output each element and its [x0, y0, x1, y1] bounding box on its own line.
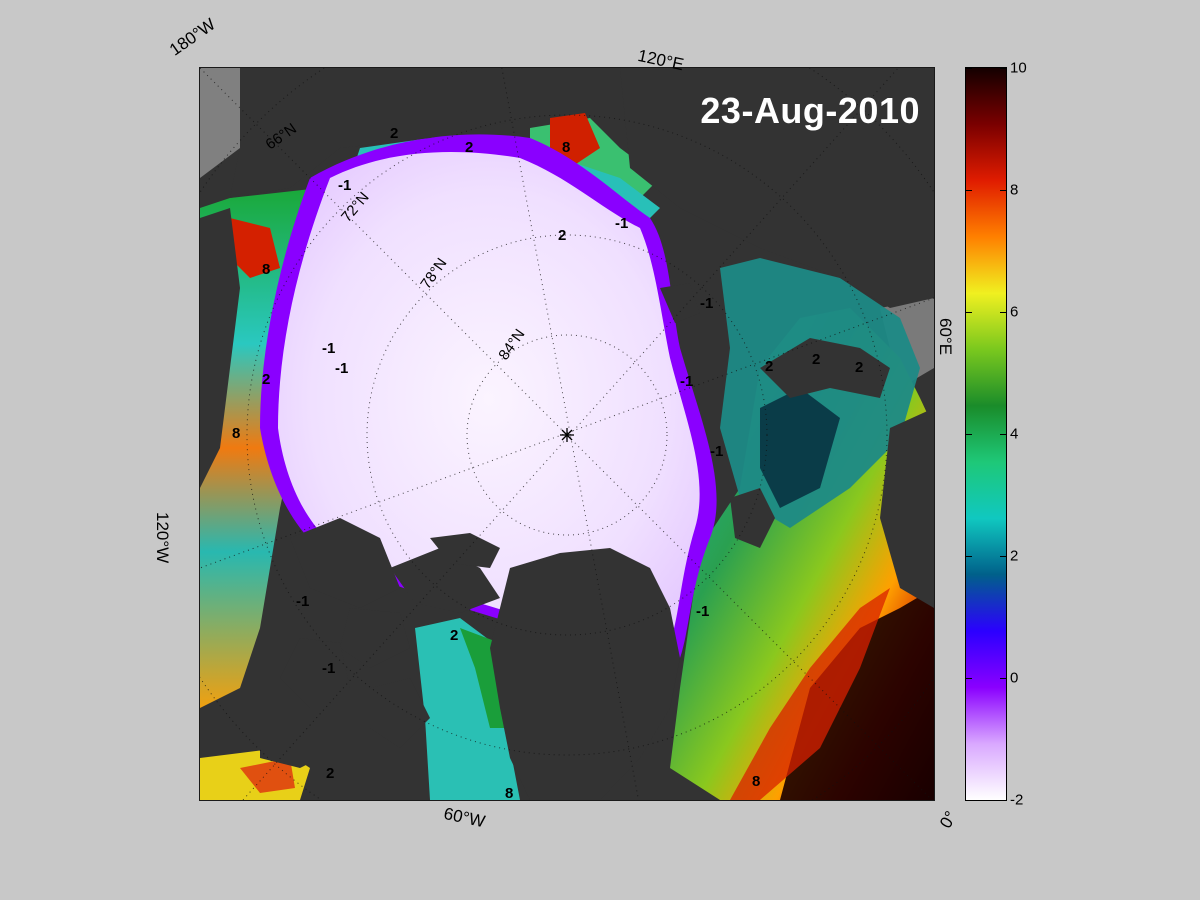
novaya-zemlya — [760, 338, 890, 398]
contour-label: -1 — [296, 593, 309, 610]
lon-label-60w: 60°W — [442, 804, 487, 832]
contour-label: 2 — [450, 627, 458, 644]
colorbar-tick-label: 4 — [1010, 425, 1019, 443]
contour-label: 8 — [262, 261, 270, 278]
franz-josef-land — [660, 283, 700, 323]
colorbar-tick-mark — [1000, 800, 1006, 801]
svalbard — [730, 488, 775, 548]
siberia — [620, 68, 934, 308]
contour-label: 2 — [326, 765, 334, 782]
canadian-archipelago — [260, 518, 500, 768]
barents-dark-core — [760, 388, 840, 508]
contour-label: 2 — [262, 371, 270, 388]
sea-surface-temperature-map: 66°N 72°N 78°N 84°N 2 2 -1 -1 2 8 8 -1 -… — [200, 68, 934, 800]
contour-label: -1 — [680, 373, 693, 390]
contour-label: 8 — [505, 785, 513, 800]
lon-label-120w: 120°W — [153, 512, 172, 564]
lon-label-180w: 180°W — [166, 14, 219, 60]
colorbar-tick-mark — [966, 800, 972, 801]
contour-label: 8 — [562, 139, 570, 156]
contour-label: -1 — [335, 360, 348, 377]
contour-label: 2 — [812, 351, 820, 368]
lon-label-0: 0° — [936, 807, 961, 832]
contour-label: -1 — [710, 443, 723, 460]
map-canvas: 66°N 72°N 78°N 84°N 2 2 -1 -1 2 8 8 -1 -… — [200, 68, 934, 800]
contour-label: -1 — [322, 660, 335, 677]
contour-label: -1 — [696, 603, 709, 620]
contour-label: 2 — [855, 359, 863, 376]
contour-labels: 2 2 -1 -1 2 8 8 -1 -1 2 8 -1 -1 -1 2 2 2… — [232, 125, 863, 800]
north-pole-marker — [560, 428, 574, 442]
contour-label: 2 — [558, 227, 566, 244]
colorbar-tick-label: 6 — [1010, 303, 1019, 321]
contour-label: 8 — [752, 773, 760, 790]
colorbar-tick-mark — [1000, 434, 1006, 435]
colorbar-tick-label: 2 — [1010, 547, 1019, 565]
colorbar-tick-mark — [966, 312, 972, 313]
colorbar-tick-mark — [966, 68, 972, 69]
contour-label: -1 — [700, 295, 713, 312]
scandinavia — [880, 408, 934, 608]
colorbar-tick-label: 0 — [1010, 669, 1019, 687]
colorbar-tick-mark — [1000, 556, 1006, 557]
western-canada — [200, 208, 240, 488]
contour-label: 2 — [765, 358, 773, 375]
alaska — [230, 68, 530, 198]
colorbar-tick-label: -2 — [1010, 791, 1024, 809]
colorbar-tick-mark — [966, 190, 972, 191]
date-label: 23-Aug-2010 — [700, 90, 920, 131]
colorbar-tick-mark — [966, 678, 972, 679]
colorbar-tick-mark — [1000, 312, 1006, 313]
colorbar-tick-mark — [966, 434, 972, 435]
colorbar-tick-mark — [1000, 190, 1006, 191]
sea-ice-cover — [278, 152, 700, 646]
colorbar-tick-mark — [966, 556, 972, 557]
colorbar-tick-label: 8 — [1010, 181, 1019, 199]
contour-label: -1 — [338, 177, 351, 194]
temperature-colorbar — [966, 68, 1006, 800]
beaufort-red-spot — [230, 218, 280, 278]
colorbar-tick-mark — [1000, 678, 1006, 679]
lon-label-60e: 60°E — [936, 318, 955, 356]
colorbar-tick-mark — [1000, 68, 1006, 69]
greenland — [490, 548, 680, 800]
contour-label: 2 — [390, 125, 398, 142]
contour-label: -1 — [322, 340, 335, 357]
norwegian-sea-red-band — [730, 588, 890, 800]
hudson-red — [240, 758, 295, 793]
contour-label: -1 — [615, 215, 628, 232]
contour-label: 2 — [465, 139, 473, 156]
contour-label: 8 — [232, 425, 240, 442]
colorbar-tick-label: 10 — [1010, 59, 1027, 77]
